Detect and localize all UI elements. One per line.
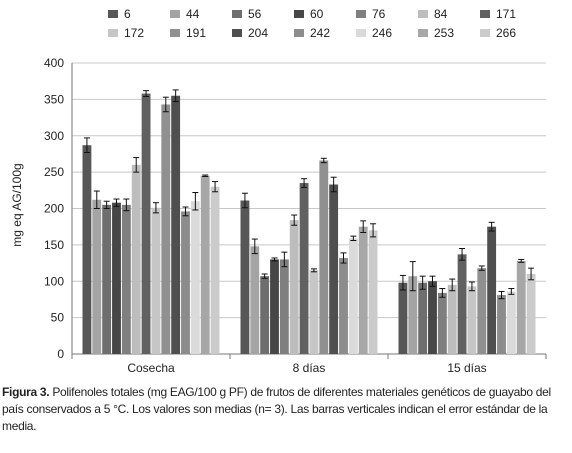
bar	[319, 160, 329, 354]
legend-label: 246	[372, 26, 393, 40]
bar	[190, 201, 200, 354]
legend-label: 76	[372, 7, 386, 21]
bar	[260, 276, 270, 354]
legend-swatch	[480, 10, 490, 18]
legend-label: 56	[248, 7, 262, 21]
legend-swatch	[294, 29, 304, 37]
caption-label: Figura 3.	[2, 385, 50, 399]
bar	[408, 276, 418, 354]
x-tick-label: Cosecha	[127, 361, 175, 375]
legend-label: 44	[186, 7, 200, 21]
bar	[329, 184, 339, 354]
bar	[270, 259, 279, 354]
x-tick-label: 15 días	[447, 361, 486, 375]
bar	[506, 291, 516, 354]
bar	[210, 186, 220, 354]
bar	[477, 268, 487, 354]
bar	[82, 145, 92, 354]
legend-swatch	[170, 10, 180, 18]
legend-label: 242	[310, 26, 331, 40]
legend-swatch	[108, 29, 118, 37]
bar	[141, 93, 151, 355]
legend-swatch	[294, 10, 304, 18]
bar	[418, 282, 428, 354]
legend-label: 253	[434, 26, 455, 40]
caption-text: Polifenoles totales (mg EAG/100 g PF) de…	[2, 385, 551, 433]
bar	[181, 211, 190, 354]
legend-swatch	[356, 10, 366, 18]
y-tick-label: 50	[51, 311, 65, 325]
bar	[112, 202, 121, 354]
bar	[339, 257, 348, 354]
legend-swatch	[232, 29, 242, 37]
bar	[457, 254, 467, 354]
bar	[161, 104, 171, 354]
bar	[467, 286, 477, 354]
legend-label: 204	[248, 26, 269, 40]
y-tick-label: 350	[44, 92, 64, 106]
legend-swatch	[108, 10, 118, 18]
bar	[171, 95, 181, 355]
bar	[240, 200, 250, 354]
bar	[250, 246, 260, 354]
figure-caption: Figura 3. Polifenoles totales (mg EAG/10…	[2, 384, 568, 435]
legend-swatch	[418, 29, 428, 37]
legend-swatch	[356, 29, 366, 37]
bar	[526, 273, 536, 354]
y-tick-label: 0	[57, 347, 64, 361]
y-tick-label: 250	[44, 165, 64, 179]
x-tick-label: 8 días	[293, 361, 326, 375]
y-tick-label: 300	[44, 129, 64, 143]
bar	[299, 183, 309, 354]
y-tick-label: 200	[44, 202, 64, 216]
bar	[447, 284, 457, 354]
bar	[348, 238, 358, 354]
bar	[428, 281, 437, 354]
bar	[200, 175, 210, 354]
bar	[92, 199, 102, 354]
legend-label: 6	[124, 7, 131, 21]
bar	[437, 292, 447, 354]
bar	[121, 204, 131, 354]
y-tick-label: 400	[44, 56, 64, 70]
legend-label: 172	[124, 26, 145, 40]
bar-chart: 0 50 100 150 200 250 300 350 400 Cosecha 8 días 15 …	[44, 56, 547, 375]
bar	[289, 220, 299, 354]
legend-label: 171	[496, 7, 517, 21]
bar	[309, 270, 319, 354]
bar	[398, 282, 408, 354]
legend-label: 191	[186, 26, 207, 40]
bar	[279, 259, 289, 354]
legend-swatch	[480, 29, 490, 37]
bar	[516, 260, 526, 354]
bar	[497, 295, 506, 354]
y-tick-label: 100	[44, 274, 64, 288]
bar	[358, 226, 368, 354]
bar	[368, 230, 378, 354]
legend-swatch	[418, 10, 428, 18]
bar	[102, 204, 112, 354]
legend-label: 60	[310, 7, 324, 21]
y-tick-label: 150	[44, 238, 64, 252]
legend-swatch	[170, 29, 180, 37]
bar	[131, 164, 141, 354]
legend-label: 84	[434, 7, 448, 21]
legend-swatch	[232, 10, 242, 18]
bar	[151, 207, 161, 354]
bar	[487, 226, 497, 354]
legend-label: 266	[496, 26, 517, 40]
